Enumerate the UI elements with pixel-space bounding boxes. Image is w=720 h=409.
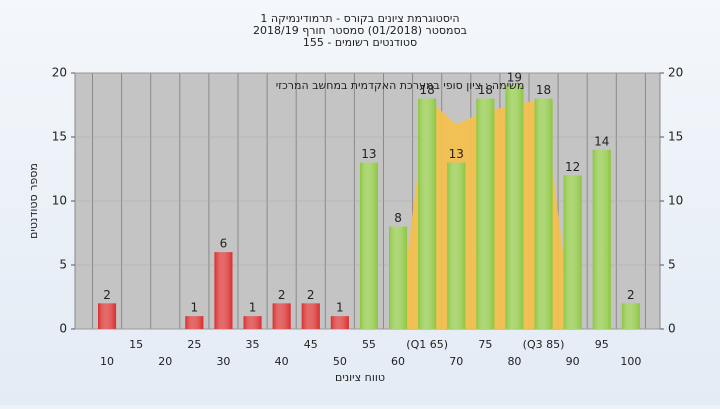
- data-label: 1: [336, 301, 344, 315]
- data-label: 8: [394, 211, 402, 225]
- data-label: 2: [278, 288, 286, 302]
- x-tick-label: 100: [620, 355, 641, 368]
- x-tick-label: 75: [478, 338, 492, 351]
- data-label: 2: [103, 288, 111, 302]
- y2-tick-label: 0: [668, 322, 676, 336]
- x-axis-label: טווח ציונים: [335, 371, 385, 384]
- bar-shine: [563, 175, 582, 329]
- bar-shine: [389, 226, 408, 329]
- y-tick-label: 10: [52, 194, 67, 208]
- bar-shine: [621, 303, 640, 329]
- x-tick-label: 95: [595, 338, 609, 351]
- bar-shine: [359, 162, 378, 329]
- x-tick-label: 50: [333, 355, 347, 368]
- y-axis-label: מספר סטודנטים: [27, 163, 40, 239]
- bar-shine: [214, 252, 233, 329]
- data-label: 1: [191, 301, 199, 315]
- data-label: 18: [420, 83, 435, 97]
- bar-shine: [98, 303, 117, 329]
- x-tick-label: 10: [100, 355, 114, 368]
- x-tick-label: 45: [304, 338, 318, 351]
- y2-tick-label: 5: [668, 258, 676, 272]
- bar-shine: [185, 316, 204, 329]
- x-tick-label: (Q1 65): [406, 338, 448, 351]
- x-tick-label: 60: [391, 355, 405, 368]
- data-label: 12: [565, 160, 580, 174]
- data-label: 2: [627, 288, 635, 302]
- x-tick-label: 55: [362, 338, 376, 351]
- data-label: 1: [249, 301, 257, 315]
- x-tick-label: 35: [246, 338, 260, 351]
- annotation: משימה : ציון סופי במערכת האקדמית במחשב ה…: [276, 79, 525, 92]
- bar-shine: [505, 85, 524, 329]
- data-label: 19: [507, 70, 522, 84]
- x-tick-label: 20: [158, 355, 172, 368]
- data-label: 18: [536, 83, 551, 97]
- x-tick-label: 80: [507, 355, 521, 368]
- bar-shine: [476, 98, 495, 329]
- bar-shine: [447, 162, 466, 329]
- chart-title: היסטוגרמת ציונים בקורס - תרמודינמיקה 1: [260, 12, 459, 25]
- chart-subtitle: בסמסטר (01/2018) סמסטר חורף 2018/19: [253, 24, 467, 37]
- bar-shine: [592, 149, 611, 329]
- y2-tick-label: 20: [668, 66, 683, 80]
- bar-shine: [534, 98, 553, 329]
- data-label: 18: [478, 83, 493, 97]
- x-tick-label: 15: [129, 338, 143, 351]
- y-tick-label: 15: [52, 130, 67, 144]
- y-tick-label: 20: [52, 66, 67, 80]
- x-tick-label: 30: [216, 355, 230, 368]
- bar-shine: [301, 303, 320, 329]
- x-tick-label: 70: [449, 355, 463, 368]
- data-label: 13: [361, 147, 376, 161]
- chart-subtitle: סטודנטים רשומים - 155: [303, 36, 417, 49]
- y-tick-label: 0: [59, 322, 67, 336]
- data-label: 14: [594, 134, 609, 148]
- bar-shine: [272, 303, 291, 329]
- y2-tick-label: 10: [668, 194, 683, 208]
- bar-shine: [243, 316, 262, 329]
- x-tick-label: 90: [566, 355, 580, 368]
- data-label: 13: [449, 147, 464, 161]
- y2-tick-label: 15: [668, 130, 683, 144]
- bar-shine: [418, 98, 437, 329]
- data-label: 2: [307, 288, 315, 302]
- y-tick-label: 5: [59, 258, 67, 272]
- data-label: 6: [220, 237, 228, 251]
- x-tick-label: 25: [187, 338, 201, 351]
- x-tick-label: (Q3 85): [523, 338, 565, 351]
- bar-shine: [330, 316, 349, 329]
- x-tick-label: 40: [275, 355, 289, 368]
